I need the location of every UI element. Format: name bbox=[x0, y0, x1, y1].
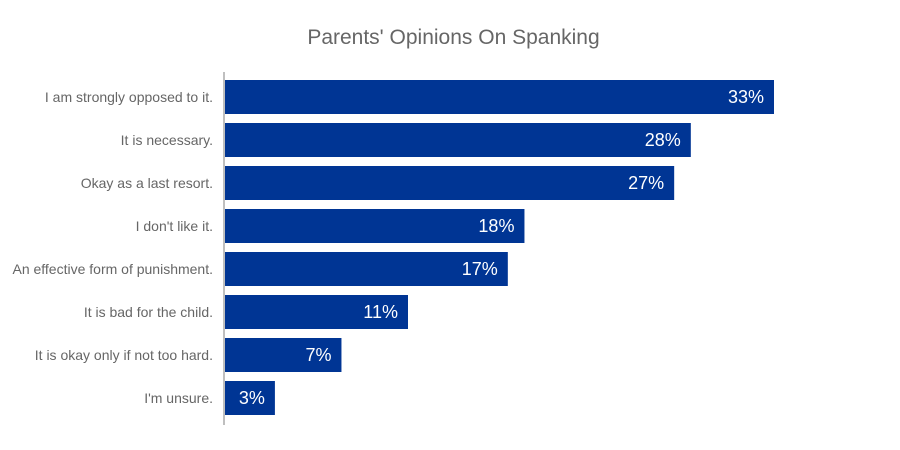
bars-group: 33% 28% 27% 18% 17% 11% 7% 3% bbox=[225, 80, 774, 415]
chart-title: Parents' Opinions On Spanking bbox=[307, 26, 600, 49]
category-label: I don't like it. bbox=[136, 218, 213, 234]
bar bbox=[225, 166, 675, 200]
category-label: An effective form of punishment. bbox=[12, 261, 213, 277]
bar-value-label: 3% bbox=[239, 388, 265, 408]
bar bbox=[225, 123, 691, 157]
bar bbox=[225, 381, 275, 415]
category-label: I'm unsure. bbox=[144, 390, 213, 406]
bar bbox=[225, 209, 525, 243]
category-label: It is bad for the child. bbox=[84, 304, 213, 320]
bar bbox=[225, 252, 508, 286]
category-label: It is okay only if not too hard. bbox=[35, 347, 213, 363]
bar-value-label: 33% bbox=[728, 87, 764, 107]
bar-value-label: 7% bbox=[305, 345, 331, 365]
bar bbox=[225, 80, 774, 114]
bar-value-label: 28% bbox=[645, 130, 681, 150]
category-label: Okay as a last resort. bbox=[81, 175, 213, 191]
category-label: It is necessary. bbox=[121, 132, 213, 148]
bar bbox=[225, 295, 408, 329]
bar-value-label: 27% bbox=[628, 173, 664, 193]
category-labels-group: I am strongly opposed to it. It is necess… bbox=[12, 89, 213, 406]
bar-value-label: 11% bbox=[363, 302, 398, 322]
bar bbox=[225, 338, 342, 372]
bar-value-label: 18% bbox=[478, 216, 514, 236]
bar-value-label: 17% bbox=[462, 259, 498, 279]
category-label: I am strongly opposed to it. bbox=[45, 89, 213, 105]
